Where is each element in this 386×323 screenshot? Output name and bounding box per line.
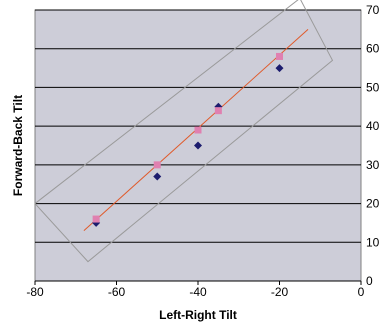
y-tick-label: 30 xyxy=(366,158,380,172)
y-tick-label: 20 xyxy=(366,197,380,211)
x-tick-label: -40 xyxy=(189,285,207,299)
confidence-box xyxy=(34,0,334,263)
x-tick-label: 0 xyxy=(358,285,365,299)
x-tick-label: -60 xyxy=(108,285,126,299)
y-tick-label: 0 xyxy=(366,274,373,288)
y-tick-label: 40 xyxy=(366,119,380,133)
y-tick-label: 50 xyxy=(366,80,380,94)
data-point-diamond xyxy=(194,141,202,150)
y-axis-title: Forward-Back Tilt xyxy=(11,95,25,196)
data-points xyxy=(92,52,284,227)
data-point-square xyxy=(92,215,100,223)
data-point-square xyxy=(194,126,202,134)
data-point-diamond xyxy=(275,64,284,73)
x-axis-title: Left-Right Tilt xyxy=(159,308,237,322)
x-tick-label: -80 xyxy=(26,285,44,299)
data-point-square xyxy=(214,107,222,115)
gridlines xyxy=(35,9,361,282)
x-tick-labels: -80 -60 -40 -20 0 xyxy=(26,281,365,299)
data-point-diamond xyxy=(153,172,162,181)
data-point-square xyxy=(153,161,161,169)
confidence-box-outline xyxy=(34,0,334,263)
x-tick-label: -20 xyxy=(271,285,289,299)
y-tick-label: 70 xyxy=(366,3,380,17)
y-tick-label: 60 xyxy=(366,42,380,56)
y-tick-labels: 0 10 20 30 40 50 60 70 xyxy=(366,3,380,288)
data-point-square xyxy=(276,52,283,60)
y-tick-label: 10 xyxy=(366,235,380,249)
